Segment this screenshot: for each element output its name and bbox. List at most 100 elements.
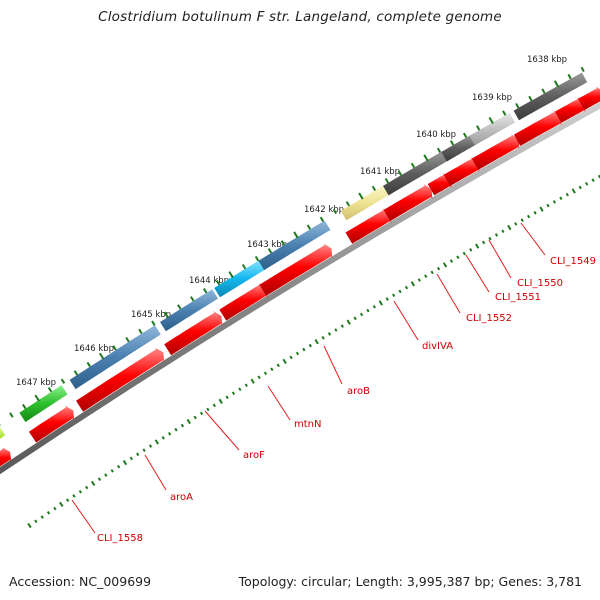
outer-tick-mark <box>263 371 268 376</box>
outer-tick-mark <box>199 411 204 416</box>
outer-tick-mark <box>456 255 460 260</box>
gene-label-leader-line <box>144 454 167 491</box>
outer-tick-mark <box>289 355 293 360</box>
outer-tick-mark <box>430 270 434 275</box>
inner-tick-mark <box>476 125 481 131</box>
topology-summary-text: Topology: circular; Length: 3,995,387 bp… <box>238 574 582 589</box>
outer-tick-mark <box>424 274 428 279</box>
outer-tick-mark <box>520 218 524 222</box>
outer-tick-mark <box>327 332 332 336</box>
outer-tick-mark <box>161 436 165 440</box>
inner-tick-mark <box>332 208 338 215</box>
inner-tick-mark <box>502 110 507 116</box>
gene-feature <box>340 184 391 221</box>
outer-tick-mark <box>276 363 280 368</box>
outer-tick-mark <box>308 343 312 348</box>
inner-tick-mark <box>553 80 560 88</box>
outer-tick-mark <box>180 423 185 428</box>
gene-label-leader-line <box>393 300 419 341</box>
kbp-tick-label: 1638 kbp <box>527 55 567 65</box>
outer-tick-mark <box>398 289 402 294</box>
outer-tick-mark <box>167 431 172 436</box>
outer-tick-mark <box>571 188 576 194</box>
outer-tick-mark <box>469 248 473 252</box>
outer-tick-mark <box>494 233 499 237</box>
gene-feature <box>76 347 165 412</box>
inner-tick-mark <box>267 248 273 254</box>
outer-tick-mark <box>565 192 569 197</box>
gene-label-leader-line <box>204 410 240 451</box>
outer-tick-mark <box>346 319 351 325</box>
outer-tick-mark <box>85 485 89 490</box>
outer-tick-mark <box>104 473 108 477</box>
outer-tick-mark <box>585 181 589 186</box>
gene-label-layer: CLI_1549 CLI_1550 CLI_1551 CLI_1552 divIVA ar… <box>71 222 596 544</box>
outer-tick-mark <box>578 185 582 190</box>
inner-tick-mark <box>241 263 247 270</box>
outer-tick-mark <box>225 395 229 400</box>
gene-feature <box>164 311 223 356</box>
kbp-tick-label: 1642 kbp <box>304 205 344 215</box>
gene-label: aroA <box>170 492 193 503</box>
inner-tick-mark <box>202 288 208 294</box>
outer-tick-mark <box>527 214 531 219</box>
inner-tick-mark <box>449 140 455 146</box>
gene-feature <box>471 134 520 170</box>
gene-label: CLI_1558 <box>97 533 143 544</box>
gene-feature <box>219 283 268 321</box>
gene-label-leader-line <box>465 254 490 293</box>
gene-label: mtnN <box>294 419 321 430</box>
outer-tick-mark <box>501 229 505 234</box>
map-title: Clostridium botulinum F str. Langeland, … <box>98 9 502 25</box>
kbp-tick-label: 1646 kbp <box>74 344 114 354</box>
gene-feature <box>345 208 392 244</box>
outer-tick-mark <box>122 459 128 466</box>
gene-label-leader-line <box>71 499 96 534</box>
outer-tick-mark <box>404 285 409 290</box>
outer-tick-mark <box>282 358 287 365</box>
outer-tick-mark <box>186 418 191 425</box>
outer-tick-mark <box>110 469 114 473</box>
inner-tick-mark <box>371 185 377 192</box>
outer-tick-mark <box>206 407 210 412</box>
outer-tick-mark <box>436 266 441 271</box>
outer-tick-mark <box>514 222 518 226</box>
inner-tick-mark <box>47 387 53 393</box>
outer-tick-mark <box>552 200 557 204</box>
inner-tick-mark <box>9 412 14 418</box>
gene-feature <box>258 220 331 271</box>
kbp-tick-label: 1644 kbp <box>189 276 229 286</box>
inner-tick-mark <box>580 66 585 73</box>
inner-tick-mark <box>410 162 416 169</box>
inner-tick-mark <box>528 95 533 102</box>
outer-tick-mark <box>481 240 486 245</box>
gene-feature <box>160 289 218 332</box>
outer-tick-mark <box>78 489 83 494</box>
outer-tick-mark <box>40 515 44 519</box>
outer-tick-mark <box>129 456 134 461</box>
gene-label: CLI_1552 <box>466 313 512 324</box>
outer-tick-mark <box>462 251 466 256</box>
gene-feature <box>214 259 267 298</box>
inner-tick-mark <box>215 279 221 286</box>
genome-backbone-arc <box>0 102 600 475</box>
gene-feature <box>383 150 449 196</box>
inner-tick-mark <box>151 320 156 326</box>
inner-tick-mark <box>515 103 520 109</box>
outer-tick-mark <box>392 293 396 298</box>
gene-label: aroF <box>243 450 265 461</box>
gene-label-leader-line <box>267 385 291 421</box>
kbp-tick-labels: 1638 kbp 1639 kbp 1640 kbp 1641 kbp 1642 kbp… <box>16 55 567 388</box>
outer-tick-mark <box>539 206 544 212</box>
gene-feature <box>19 385 68 422</box>
gene-feature <box>28 405 75 443</box>
outer-tick-mark <box>238 387 242 392</box>
inner-tick-mark <box>567 73 572 80</box>
inner-tick-mark <box>177 304 182 310</box>
inner-tick-mark <box>345 201 351 207</box>
outer-tick-mark <box>321 335 325 340</box>
outer-tick-mark <box>65 498 70 502</box>
inner-tick-mark <box>462 132 468 139</box>
inner-tick-mark <box>436 147 442 154</box>
